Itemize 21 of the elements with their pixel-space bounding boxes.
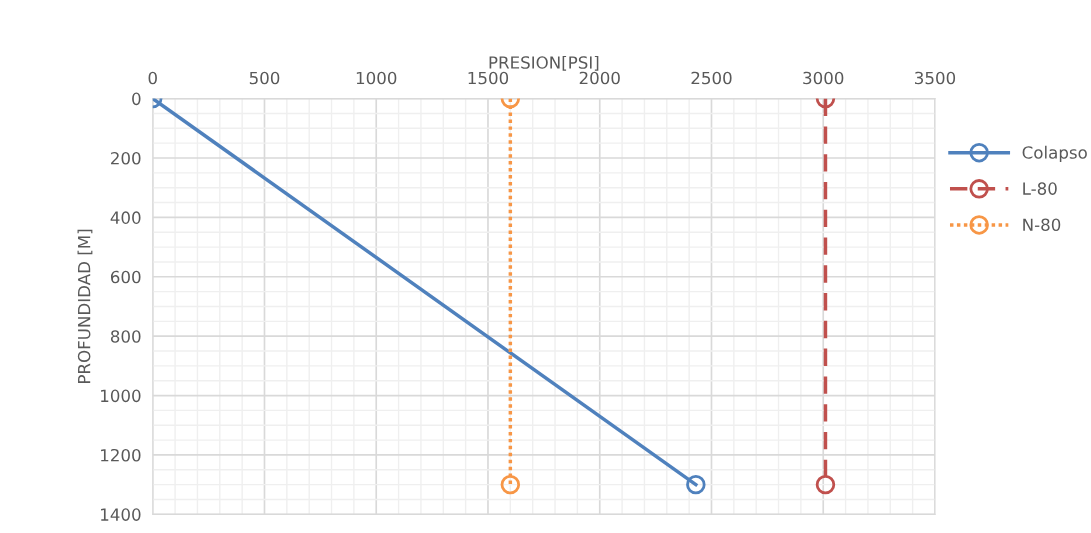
y-axis-title: PROFUNDIDAD [M]	[77, 229, 93, 383]
y-tick-label: 1000	[101, 389, 141, 403]
y-tick-label: 800	[110, 330, 141, 343]
x-tick-label: 3000	[803, 71, 844, 85]
x-tick-label: 2500	[691, 71, 732, 85]
legend-label: N-80	[1023, 218, 1061, 232]
legend-label: Colapso	[1022, 145, 1087, 162]
x-tick-label: 1000	[356, 71, 397, 85]
x-tick-label: 3500	[915, 71, 956, 85]
x-tick-label: 500	[249, 71, 280, 85]
y-tick-label: 600	[110, 270, 141, 284]
x-tick-label: 1500	[468, 71, 509, 85]
y-tick-label: 400	[110, 211, 141, 224]
x-tick-label: 0	[148, 71, 157, 85]
x-tick-label: 2000	[579, 71, 620, 85]
legend-label: L-80	[1023, 182, 1057, 195]
y-tick-label: 1400	[101, 508, 141, 521]
y-tick-label: 1200	[101, 448, 141, 462]
y-tick-label: 0	[132, 92, 141, 106]
y-tick-label: 200	[111, 151, 141, 165]
x-axis-title: PRESION[PSI]	[489, 55, 599, 71]
